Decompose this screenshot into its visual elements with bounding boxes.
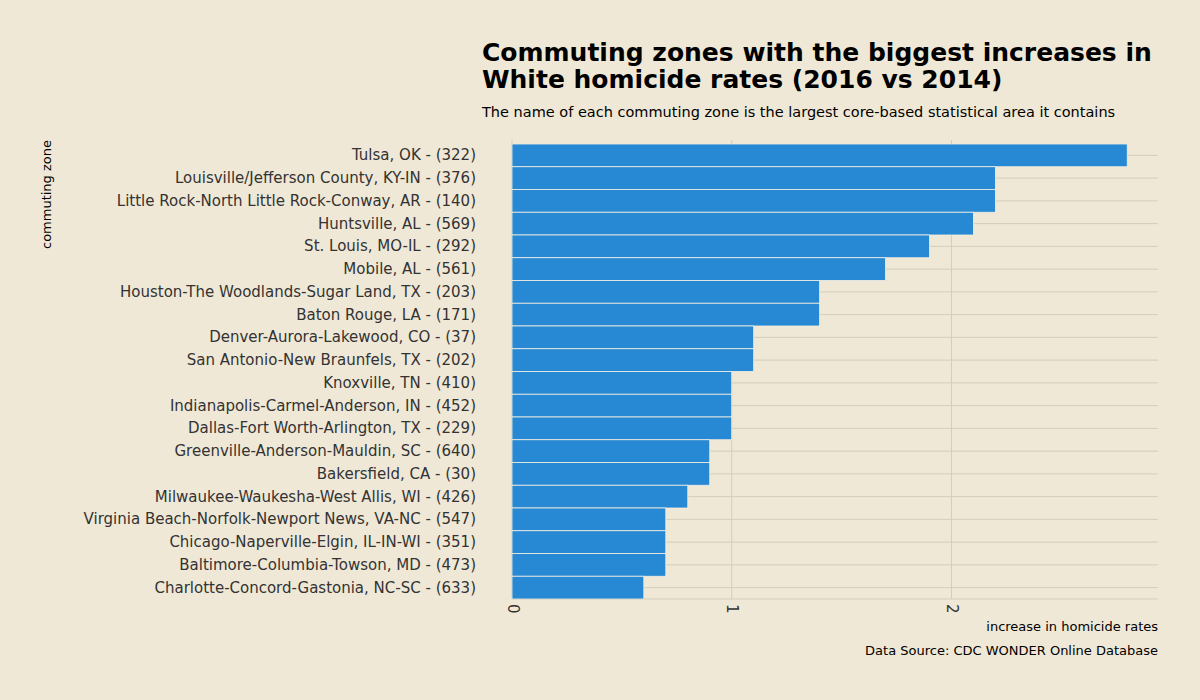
category-label: Huntsville, AL - (569) — [318, 215, 476, 233]
chart: Tulsa, OK - (322) Louisville/Jefferson Co… — [0, 0, 1200, 700]
bar — [512, 190, 995, 213]
bar — [512, 485, 688, 508]
bar — [512, 235, 929, 258]
bar — [512, 144, 1127, 167]
category-label: Denver-Aurora-Lakewood, CO - (37) — [209, 328, 476, 346]
x-axis-label: increase in homicide rates — [986, 619, 1158, 634]
bar — [512, 554, 666, 577]
category-label: Bakersfield, CA - (30) — [317, 465, 476, 483]
background — [0, 0, 1200, 700]
category-label: Charlotte-Concord-Gastonia, NC-SC - (633… — [154, 579, 476, 597]
bar — [512, 326, 754, 349]
bar — [512, 167, 995, 190]
tick-label: 1 — [723, 604, 741, 614]
bar — [512, 258, 886, 281]
bar — [512, 394, 732, 417]
bar — [512, 576, 644, 599]
bar — [512, 508, 666, 531]
bar — [512, 463, 710, 486]
title: Commuting zones with the biggest increas… — [482, 38, 1152, 67]
category-label: Baltimore-Columbia-Towson, MD - (473) — [179, 556, 476, 574]
category-label: Houston-The Woodlands-Sugar Land, TX - (… — [120, 283, 476, 301]
y-axis-label: commuting zone — [39, 140, 54, 249]
bar — [512, 303, 820, 326]
category-label: Dallas-Fort Worth-Arlington, TX - (229) — [188, 419, 476, 437]
category-label: Indianapolis-Carmel-Anderson, IN - (452) — [170, 397, 476, 415]
subtitle: The name of each commuting zone is the l… — [481, 104, 1115, 120]
bar — [512, 349, 754, 372]
category-label: Virginia Beach-Norfolk-Newport News, VA-… — [84, 510, 476, 528]
bar — [512, 212, 973, 235]
category-label: Greenville-Anderson-Mauldin, SC - (640) — [174, 442, 476, 460]
category-label: Mobile, AL - (561) — [343, 260, 476, 278]
bar — [512, 417, 732, 440]
category-label: Tulsa, OK - (322) — [351, 146, 476, 164]
tick-label: 0 — [504, 604, 522, 614]
title: White homicide rates (2016 vs 2014) — [482, 65, 1002, 94]
bar — [512, 372, 732, 395]
category-label: Louisville/Jefferson County, KY-IN - (37… — [175, 169, 476, 187]
category-label: Little Rock-North Little Rock-Conway, AR… — [117, 192, 476, 210]
bars — [512, 144, 1127, 599]
category-label: Chicago-Naperville-Elgin, IL-IN-WI - (35… — [169, 533, 476, 551]
category-label: San Antonio-New Braunfels, TX - (202) — [187, 351, 476, 369]
bar — [512, 531, 666, 554]
category-label: St. Louis, MO-IL - (292) — [304, 237, 476, 255]
category-label: Milwaukee-Waukesha-West Allis, WI - (426… — [155, 488, 476, 506]
caption: Data Source: CDC WONDER Online Database — [865, 643, 1158, 658]
category-label: Baton Rouge, LA - (171) — [296, 306, 476, 324]
bar — [512, 281, 820, 304]
tick-label: 2 — [943, 604, 961, 614]
category-label: Knoxville, TN - (410) — [323, 374, 476, 392]
bar — [512, 440, 710, 463]
